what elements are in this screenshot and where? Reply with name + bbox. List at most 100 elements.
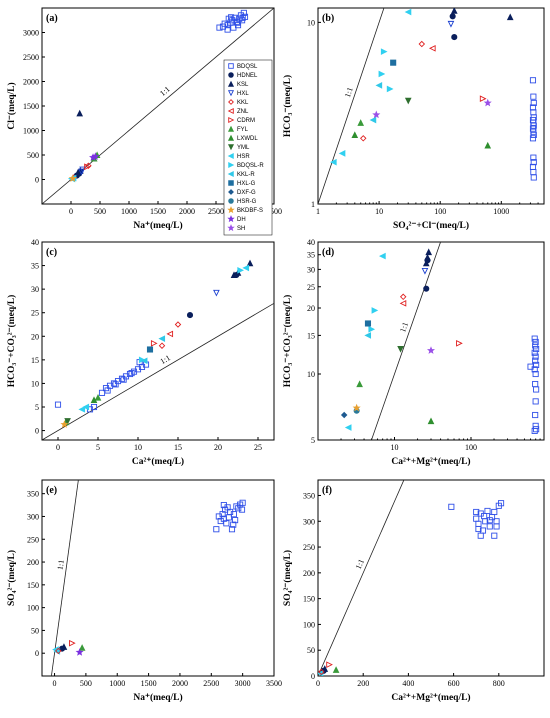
series-cdrm — [456, 340, 463, 347]
plot-area: 1:1 — [51, 480, 246, 676]
legend-marker — [228, 189, 234, 195]
legend-marker — [228, 72, 234, 78]
legend-item: KSL — [227, 80, 249, 88]
data-point — [352, 403, 361, 412]
y-axis-label: HCO₃⁻+CO₃²⁻(meq/L) — [282, 295, 293, 388]
legend-marker — [227, 107, 234, 115]
data-point — [484, 141, 492, 149]
data-point — [533, 386, 540, 393]
data-point — [399, 293, 407, 301]
legend-item: HXL-G — [228, 180, 256, 187]
series-kkl-r — [364, 332, 372, 339]
series-dh — [75, 648, 84, 656]
data-point — [481, 513, 488, 520]
data-point — [76, 109, 84, 117]
data-point — [424, 257, 431, 264]
panel-b: 1 10 100 1000 1 10 SO₄²⁻+Cl⁻(meq/L) HCO₃⁻(meq/L… — [282, 7, 545, 231]
data-point — [246, 259, 254, 267]
data-point — [220, 502, 227, 509]
data-point — [491, 532, 498, 539]
legend-item: BKDBF-S — [227, 206, 263, 214]
series-hxl — [447, 20, 455, 28]
legend-label: YML — [237, 145, 250, 151]
panel-label: (e) — [46, 485, 57, 496]
panel-label: (f) — [322, 485, 332, 496]
panel-d: 10 100 5 10 15 20 25 30 35 40 Ca²⁺+Mg²⁺(meq/L) HCO₃… — [282, 238, 545, 467]
legend-item: KKL — [228, 99, 249, 106]
data-point — [239, 17, 246, 24]
y-tick-label: 150 — [27, 581, 39, 590]
data-point — [90, 403, 98, 411]
data-point — [364, 320, 372, 327]
one-to-one-line — [51, 480, 79, 676]
data-point — [238, 506, 246, 513]
data-point — [68, 174, 77, 182]
plot-area: 1:1 — [318, 8, 537, 204]
series-hxl-g — [364, 320, 372, 327]
series-hdnel — [449, 13, 458, 41]
data-point — [90, 396, 98, 403]
data-point — [158, 335, 166, 342]
x-tick-label: 200 — [357, 679, 369, 688]
panel-e: 0 500 1000 1500 2000 2500 3000 3500 0 50 100 150 200… — [6, 479, 282, 703]
y-tick-label: 25 — [307, 283, 315, 292]
data-point — [532, 342, 539, 349]
data-point — [450, 8, 458, 14]
x-tick-label: 500 — [94, 207, 106, 216]
series-yml — [404, 97, 412, 105]
data-point — [60, 420, 69, 428]
y-tick-label: 30 — [307, 265, 315, 274]
series-fyl — [332, 666, 340, 673]
plot-area: 1:1 — [318, 480, 505, 676]
y-tick-label: 200 — [303, 569, 315, 578]
series-dxf-g — [340, 411, 348, 419]
x-tick-label: 2500 — [208, 207, 224, 216]
y-tick-label: 2500 — [23, 53, 39, 62]
legend-marker — [227, 134, 235, 141]
data-point — [364, 332, 372, 339]
series-bdqsl-r — [378, 48, 394, 93]
x-tick-label: 5 — [96, 443, 100, 452]
data-point — [351, 131, 359, 138]
data-point — [530, 128, 537, 135]
data-point — [332, 666, 340, 673]
data-point — [371, 307, 379, 314]
panel-f: 0 200 400 600 800 0 50 100 150 200 250 300 350 Ca²⁺+M… — [282, 479, 545, 703]
data-point — [186, 312, 194, 319]
series-bkdbf-s — [352, 403, 361, 412]
data-point — [486, 523, 493, 530]
series-kkl — [55, 647, 62, 655]
data-point — [78, 406, 86, 413]
legend-marker — [227, 215, 235, 223]
one-to-one-label: 1:1 — [159, 353, 172, 366]
x-tick-label: 0 — [53, 679, 57, 688]
y-tick-label: 20 — [31, 332, 39, 341]
data-point — [386, 85, 394, 93]
y-tick-label: 1500 — [23, 102, 39, 111]
legend-marker — [228, 198, 234, 204]
data-point — [166, 330, 174, 338]
data-point — [369, 116, 377, 124]
legend-label: HSR — [237, 154, 250, 160]
y-tick-label: 350 — [303, 491, 315, 500]
data-point — [531, 349, 538, 356]
data-point — [473, 508, 480, 516]
x-tick-label: 10 — [375, 207, 383, 216]
data-point — [447, 20, 455, 28]
y-tick-label: 5 — [311, 436, 315, 445]
data-point — [326, 661, 333, 668]
plot-frame — [41, 479, 275, 677]
series-sh — [372, 98, 492, 119]
x-tick-label: 2500 — [203, 679, 219, 688]
data-point — [82, 403, 90, 411]
legend-box: BDQSL HDNEL KSL HXL KKL ZNL CDRM FYL LXWDL YML HSR… — [223, 59, 273, 236]
series-hsr — [344, 252, 386, 431]
series-cdrm — [479, 95, 487, 103]
data-point — [530, 131, 537, 138]
data-point — [448, 503, 455, 510]
data-point — [449, 13, 456, 20]
data-point — [94, 393, 102, 401]
data-point — [532, 398, 539, 405]
